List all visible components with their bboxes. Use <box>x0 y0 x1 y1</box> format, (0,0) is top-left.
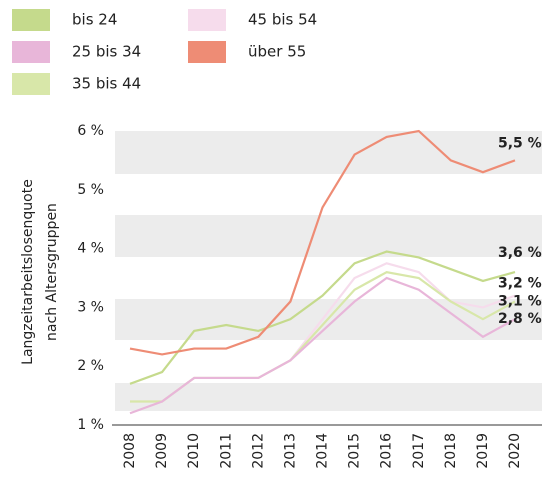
value-label: 3,2 % <box>498 276 542 292</box>
x-tick-label: 2018 <box>443 433 459 469</box>
y-tick-label: 3 % <box>77 299 104 315</box>
legend-label: bis 24 <box>72 11 117 29</box>
legend-label: 45 bis 54 <box>248 11 317 29</box>
x-tick-label: 2010 <box>186 433 202 469</box>
y-tick-label: 4 % <box>77 241 104 257</box>
y-axis-label: Langzeitarbeitslosenquote <box>20 179 36 365</box>
bands <box>115 131 542 411</box>
x-tick-label: 2016 <box>379 433 395 469</box>
series-line <box>129 276 516 415</box>
x-tick-label: 2020 <box>507 433 523 469</box>
x-tick-label: 2014 <box>315 433 331 469</box>
value-label: 3,1 % <box>498 294 542 310</box>
y-tick-label: 5 % <box>77 182 104 198</box>
legend-swatch <box>12 73 50 95</box>
y-tick-label: 6 % <box>77 123 104 139</box>
band <box>115 131 542 174</box>
legend-swatch <box>12 9 50 31</box>
band <box>115 215 542 257</box>
legend-label: 35 bis 44 <box>72 75 141 93</box>
y-tick-label: 1 % <box>77 417 104 433</box>
x-tick-label: 2011 <box>218 433 234 469</box>
x-tick-label: 2019 <box>475 433 491 469</box>
legend-swatch <box>12 41 50 63</box>
x-tick-label: 2015 <box>347 433 363 469</box>
legend-label: über 55 <box>248 43 306 61</box>
legend-swatch <box>188 41 226 63</box>
value-label: 3,6 % <box>498 245 542 261</box>
x-tick-label: 2017 <box>411 433 427 469</box>
band <box>115 383 542 411</box>
x-tick-label: 2013 <box>282 433 298 469</box>
y-tick-label: 2 % <box>77 358 104 374</box>
y-axis-label: nach Altersgruppen <box>44 203 60 341</box>
legend-swatch <box>188 9 226 31</box>
x-tick-label: 2008 <box>122 433 138 469</box>
value-label: 2,8 % <box>498 311 542 327</box>
x-tick-label: 2009 <box>154 433 170 469</box>
legend-label: 25 bis 34 <box>72 43 141 61</box>
series-line <box>129 129 516 356</box>
x-tick-label: 2012 <box>250 433 266 469</box>
series-line <box>129 250 516 385</box>
value-label: 5,5 % <box>498 135 542 151</box>
